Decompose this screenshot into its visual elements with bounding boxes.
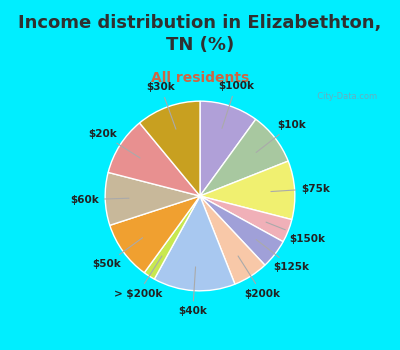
Text: $50k: $50k xyxy=(92,238,142,269)
Text: > $200k: > $200k xyxy=(114,256,162,299)
Text: $200k: $200k xyxy=(238,256,280,299)
Text: $75k: $75k xyxy=(271,184,330,194)
Wedge shape xyxy=(154,196,235,291)
Text: Income distribution in Elizabethton,
TN (%): Income distribution in Elizabethton, TN … xyxy=(18,14,382,54)
Wedge shape xyxy=(105,173,200,225)
Wedge shape xyxy=(200,101,256,196)
Text: All residents: All residents xyxy=(151,71,249,85)
Text: City-Data.com: City-Data.com xyxy=(312,92,377,101)
Wedge shape xyxy=(200,161,295,219)
Text: $30k: $30k xyxy=(146,82,176,129)
Text: $125k: $125k xyxy=(256,239,310,272)
Wedge shape xyxy=(140,101,200,196)
Text: $10k: $10k xyxy=(256,120,306,153)
Wedge shape xyxy=(200,196,283,265)
Wedge shape xyxy=(110,196,200,273)
Wedge shape xyxy=(200,119,288,196)
Wedge shape xyxy=(200,196,292,242)
Text: $40k: $40k xyxy=(178,267,207,316)
Wedge shape xyxy=(144,196,200,279)
Text: $60k: $60k xyxy=(70,195,129,205)
Text: $20k: $20k xyxy=(88,129,140,158)
Wedge shape xyxy=(108,123,200,196)
Wedge shape xyxy=(200,196,265,284)
Text: $150k: $150k xyxy=(266,222,326,244)
Text: $100k: $100k xyxy=(218,81,254,128)
